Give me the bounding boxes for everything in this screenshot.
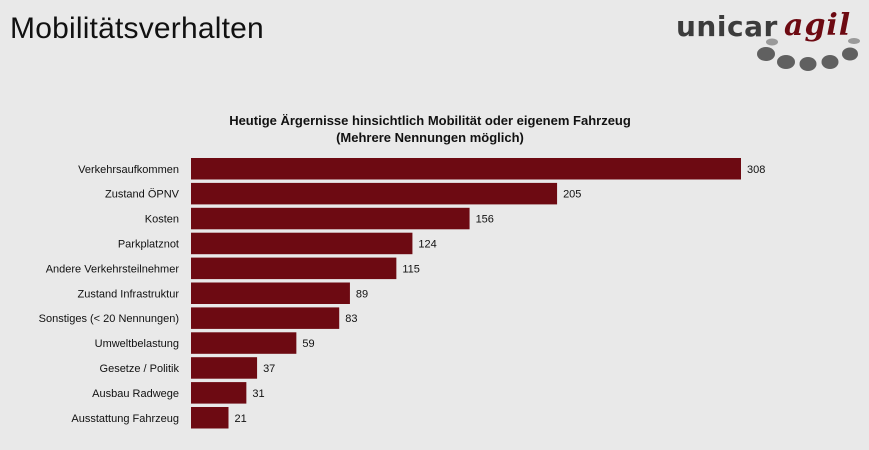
logo-dots-icon <box>757 38 860 71</box>
category-label: Verkehrsaufkommen <box>78 164 179 176</box>
category-label: Zustand Infrastruktur <box>78 288 180 300</box>
unicar-agil-logo: unicar agil <box>676 8 862 72</box>
category-label: Zustand ÖPNV <box>105 189 180 201</box>
logo-text-agil: agil <box>784 8 852 43</box>
bar <box>191 207 470 230</box>
value-label: 59 <box>302 338 314 350</box>
category-label: Ausstattung Fahrzeug <box>71 413 179 425</box>
chart-title: Heutige Ärgernisse hinsichtlich Mobilitä… <box>229 113 631 128</box>
bar <box>191 382 247 404</box>
value-label: 205 <box>563 189 581 201</box>
bar <box>191 307 340 329</box>
bar-chart: Verkehrsaufkommen 308 Zustand ÖPNV 205 Koste… <box>39 158 765 429</box>
bar <box>191 282 350 304</box>
logo-text-unicar: unicar <box>676 10 778 43</box>
category-label: Andere Verkehrsteilnehmer <box>46 263 180 275</box>
category-label: Umweltbelastung <box>95 338 179 350</box>
value-label: 21 <box>235 413 247 425</box>
bar <box>191 232 413 255</box>
value-label: 83 <box>345 313 357 325</box>
category-label: Parkplatznot <box>118 238 179 250</box>
value-label: 37 <box>263 363 275 375</box>
bar <box>191 357 258 379</box>
chart-subtitle: (Mehrere Nennungen möglich) <box>336 130 524 145</box>
bar <box>191 332 297 354</box>
bar <box>191 182 558 205</box>
bar <box>191 407 229 429</box>
category-label: Sonstiges (< 20 Nennungen) <box>39 313 179 325</box>
page-title: Mobilitätsverhalten <box>10 12 264 45</box>
category-label: Ausbau Radwege <box>92 388 179 400</box>
value-label: 124 <box>418 238 436 250</box>
value-label: 115 <box>402 263 420 275</box>
category-label: Kosten <box>145 214 179 226</box>
bar <box>191 158 741 180</box>
value-label: 31 <box>252 388 264 400</box>
value-label: 308 <box>747 164 765 176</box>
bar <box>191 257 397 280</box>
value-label: 89 <box>356 288 368 300</box>
value-label: 156 <box>476 214 494 226</box>
category-label: Gesetze / Politik <box>100 363 180 375</box>
